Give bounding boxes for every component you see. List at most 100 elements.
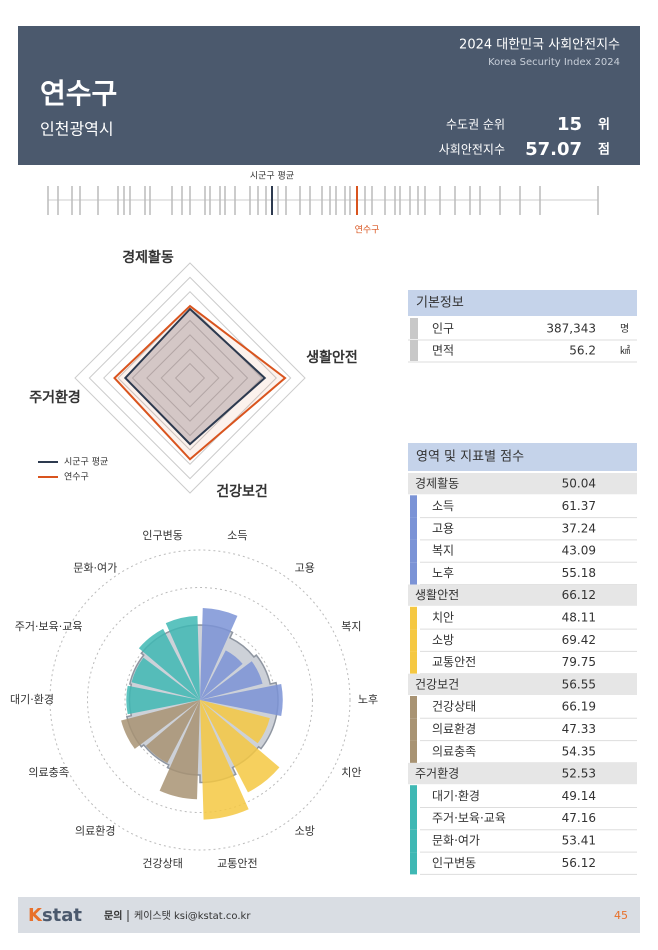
table-title: 기본정보 — [416, 296, 464, 311]
city: 인천광역시 — [40, 120, 114, 139]
polar-bar — [200, 700, 249, 820]
item-bar — [410, 539, 417, 563]
item-bar — [410, 718, 417, 741]
title-ko: 2024 대한민국 사회안전지수 — [459, 38, 620, 53]
score-unit: 점 — [598, 143, 610, 158]
item-score: 48.11 — [562, 610, 596, 624]
footer-band — [18, 897, 640, 933]
group-name: 생활안전 — [415, 588, 459, 602]
average-label: 시군구 평균 — [250, 171, 294, 182]
logo-part: K — [28, 905, 43, 926]
item-bar — [410, 852, 417, 875]
polar-label: 의료환경 — [75, 824, 115, 837]
legend-label: 연수구 — [64, 472, 89, 483]
item-bar — [410, 829, 417, 853]
group-score: 52.53 — [562, 767, 596, 781]
polar-bar — [131, 657, 200, 700]
group-row — [408, 673, 637, 695]
row-bar — [410, 340, 418, 361]
polar-bar — [200, 684, 283, 716]
page-number: 45 — [614, 909, 628, 922]
logo: Kstat — [28, 905, 82, 926]
item-bar — [410, 629, 417, 652]
item-score: 47.33 — [562, 722, 596, 736]
polar-label: 소득 — [227, 529, 247, 542]
info-label: 면적 — [432, 344, 454, 358]
radar-ring — [174, 362, 206, 394]
logo-part: stat — [42, 905, 82, 926]
item-score: 49.14 — [562, 789, 596, 803]
rank-unit: 위 — [598, 118, 610, 133]
item-name: 주거·보육·교육 — [432, 811, 506, 825]
info-value: 56.2 — [569, 344, 596, 358]
item-name: 건강상태 — [432, 700, 476, 714]
item-name: 치안 — [432, 610, 454, 624]
info-label: 인구 — [432, 322, 454, 336]
radar-ring — [131, 319, 249, 437]
polar-bar — [126, 685, 200, 715]
group-row — [408, 584, 637, 606]
radar-axis-label: 경제활동 — [122, 249, 174, 266]
group-row — [408, 473, 637, 495]
item-name: 의료환경 — [432, 722, 476, 736]
title-en: Korea Security Index 2024 — [488, 57, 620, 68]
polar-bar — [165, 615, 200, 700]
item-score: 79.75 — [562, 655, 596, 669]
polar-bar — [159, 700, 200, 800]
item-score: 43.09 — [562, 544, 596, 558]
item-name: 문화·여가 — [432, 833, 480, 847]
rank: 15 — [557, 114, 582, 135]
table-header — [408, 443, 637, 471]
radar-axis-label: 건강보건 — [216, 483, 268, 500]
polar-label: 노후 — [358, 693, 378, 706]
polar-bar — [200, 700, 280, 793]
polar-bar — [200, 661, 263, 700]
polar-label: 문화·여가 — [73, 562, 117, 575]
item-bar — [410, 517, 417, 540]
table-title: 영역 및 지표별 점수 — [416, 450, 524, 465]
polar-bar — [200, 607, 238, 700]
radar-axis-label: 주거환경 — [29, 389, 81, 406]
table-header — [408, 290, 637, 316]
info-value: 387,343 — [546, 322, 596, 336]
contact-label: 문의 — [104, 909, 122, 922]
item-bar — [410, 696, 417, 719]
item-score: 61.37 — [562, 499, 596, 513]
polar-label: 대기·환경 — [10, 693, 54, 706]
score: 57.07 — [525, 139, 582, 160]
group-score: 66.12 — [562, 588, 596, 602]
item-bar — [410, 740, 417, 763]
item-score: 66.19 — [562, 700, 596, 714]
item-score: 54.35 — [562, 744, 596, 758]
item-bar — [410, 807, 417, 830]
legend-label: 시군구 평균 — [64, 457, 108, 468]
contact: 케이스탯 ksi@kstat.co.kr — [134, 910, 251, 922]
polar-label: 소방 — [295, 824, 315, 837]
polar-label: 의료충족 — [28, 766, 68, 779]
header-band — [18, 26, 640, 165]
polar-bar — [200, 700, 270, 744]
district-label: 연수구 — [355, 225, 380, 236]
polar-label: 교통안전 — [217, 857, 257, 870]
item-score: 53.41 — [562, 833, 596, 847]
average-radar — [123, 307, 267, 446]
item-score: 47.16 — [562, 811, 596, 825]
item-name: 교통안전 — [432, 655, 476, 669]
district: 연수구 — [40, 77, 117, 110]
group-row — [408, 762, 637, 785]
item-bar — [410, 562, 417, 585]
info-unit: 명 — [620, 323, 629, 335]
polar-ring — [87, 587, 313, 813]
polar-ring — [49, 549, 351, 851]
group-name: 경제활동 — [415, 477, 459, 491]
item-name: 복지 — [432, 544, 454, 558]
item-score: 37.24 — [562, 521, 596, 535]
item-bar — [410, 785, 417, 808]
item-name: 의료충족 — [432, 744, 476, 758]
polar-label: 인구변동 — [142, 529, 182, 542]
item-name: 소방 — [432, 633, 454, 647]
polar-label: 치안 — [341, 766, 361, 779]
item-name: 인구변동 — [432, 856, 476, 870]
item-name: 소득 — [432, 499, 454, 513]
